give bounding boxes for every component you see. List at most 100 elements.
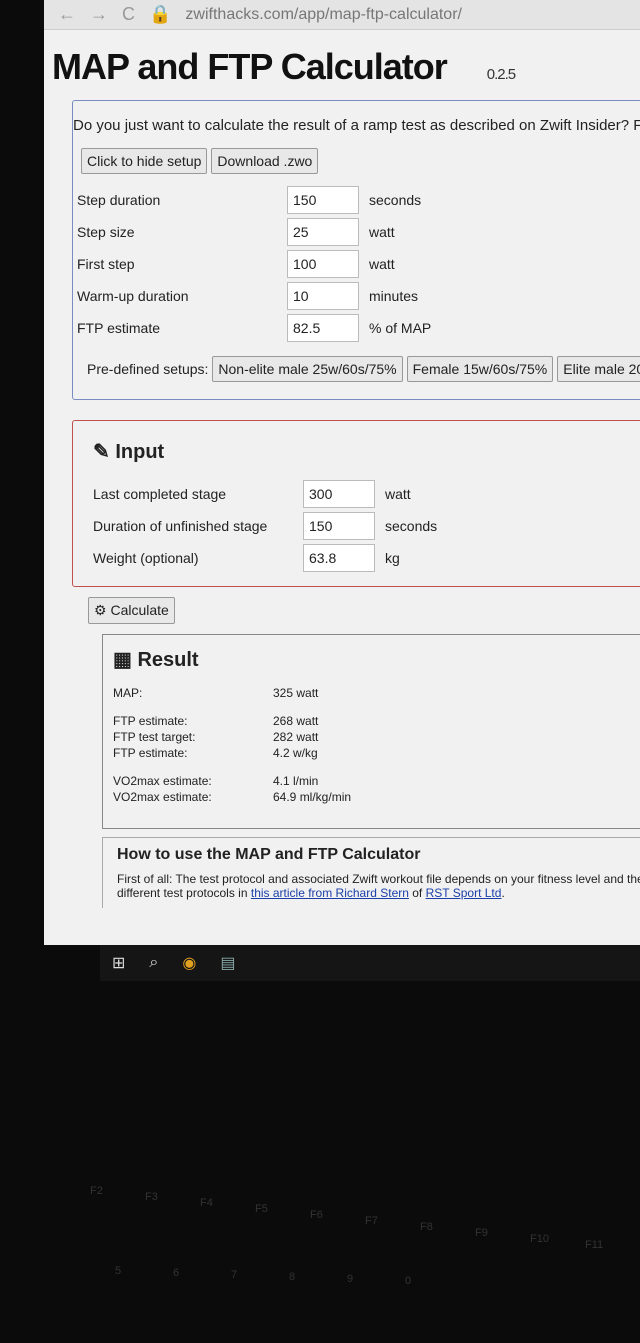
calculator-icon: ▦	[113, 649, 132, 671]
rst-sport-link[interactable]: RST Sport Ltd	[425, 886, 502, 900]
field-label: Step duration	[77, 192, 161, 208]
field-row: Weight (optional) 63.8 kg	[93, 542, 640, 574]
forward-icon[interactable]: →	[90, 4, 108, 24]
key-label: F7	[365, 1215, 378, 1227]
key-label: F3	[145, 1191, 158, 1203]
key-label: 5	[115, 1265, 122, 1277]
field-input[interactable]: 10	[287, 282, 359, 310]
result-value: 282 watt	[273, 730, 319, 744]
field-unit: seconds	[369, 192, 422, 208]
chrome-icon[interactable]: ◉	[182, 955, 197, 972]
field-row: FTP estimate 82.5 % of MAP	[77, 312, 640, 344]
field-row: Warm-up duration 10 minutes	[77, 280, 640, 312]
field-unit: watt	[369, 224, 395, 240]
key-label: F8	[420, 1221, 433, 1233]
input-title: Input	[115, 441, 165, 463]
field-row: First step 100 watt	[77, 248, 640, 280]
calculate-button[interactable]: ⚙ Calculate	[88, 597, 175, 624]
result-row: FTP test target: 282 watt	[113, 730, 640, 746]
result-value: 325 watt	[273, 686, 319, 700]
result-label: FTP test target:	[113, 730, 196, 744]
input-heading: ✎ Input	[93, 439, 640, 464]
result-value: 4.2 w/kg	[273, 746, 318, 760]
back-icon[interactable]: ←	[58, 4, 76, 24]
key-label: F5	[255, 1203, 268, 1215]
how-text-2: different test protocols in	[117, 886, 251, 900]
result-row: MAP: 325 watt	[113, 686, 640, 702]
key-label: F11	[585, 1239, 604, 1251]
result-label: MAP:	[113, 686, 143, 700]
input-panel: ✎ Input Last completed stage 300 watt Durat…	[72, 420, 640, 587]
key-label: 8	[289, 1271, 296, 1283]
field-input[interactable]: 100	[287, 250, 359, 278]
field-row: Duration of unfinished stage 150 seconds	[93, 510, 640, 542]
app-icon[interactable]: ▤	[220, 955, 236, 972]
how-text-4: .	[501, 886, 505, 900]
key-label: F4	[200, 1197, 213, 1209]
how-to-section: How to use the MAP and FTP Calculator Fi…	[102, 837, 640, 908]
field-unit: % of MAP	[369, 320, 432, 336]
key-label: 9	[347, 1273, 354, 1285]
result-label: FTP estimate:	[113, 714, 188, 728]
field-label: Step size	[77, 224, 135, 240]
field-input[interactable]: 300	[303, 480, 375, 508]
field-input[interactable]: 150	[303, 512, 375, 540]
result-heading: ▦ Result	[113, 647, 640, 672]
taskbar: ⊞ ⌕ ◉ ▤	[100, 945, 640, 981]
field-input[interactable]: 82.5	[287, 314, 359, 342]
preset-non-elite-male[interactable]: Non-elite male 25w/60s/75%	[212, 356, 403, 382]
field-input[interactable]: 63.8	[303, 544, 375, 572]
field-unit: watt	[385, 486, 411, 502]
result-row: FTP estimate: 268 watt	[113, 714, 640, 730]
url-field[interactable]: zwifthacks.com/app/map-ftp-calculator/	[185, 5, 462, 23]
predefined-label: Pre-defined setups:	[87, 361, 209, 377]
how-heading: How to use the MAP and FTP Calculator	[117, 846, 421, 863]
calculate-label: Calculate	[110, 602, 169, 618]
key-label: F10	[530, 1233, 549, 1245]
result-label: FTP estimate:	[113, 746, 188, 760]
title-text: MAP and FTP Calculator	[52, 46, 448, 87]
field-label: Weight (optional)	[93, 550, 199, 566]
field-row: Step duration 150 seconds	[77, 184, 640, 216]
result-label: VO2max estimate:	[113, 790, 212, 804]
field-input[interactable]: 25	[287, 218, 359, 246]
result-row: VO2max estimate: 64.9 ml/kg/min	[113, 790, 640, 806]
preset-elite-male[interactable]: Elite male 20w	[557, 356, 640, 382]
preset-female[interactable]: Female 15w/60s/75%	[406, 356, 554, 382]
field-row: Step size 25 watt	[77, 216, 640, 248]
key-label: F9	[475, 1227, 488, 1239]
field-unit: watt	[369, 256, 395, 272]
page-title: MAP and FTP Calculator 0.2.5	[52, 46, 640, 88]
field-input[interactable]: 150	[287, 186, 359, 214]
gears-icon: ⚙	[94, 602, 107, 618]
field-label: Duration of unfinished stage	[93, 518, 268, 534]
result-value: 4.1 l/min	[273, 774, 319, 788]
download-zwo-button[interactable]: Download .zwo	[211, 148, 319, 174]
richard-stern-link[interactable]: this article from Richard Stern	[250, 886, 409, 900]
how-text: First of all: The test protocol and asso…	[117, 872, 640, 886]
key-label: 7	[231, 1269, 238, 1281]
field-unit: minutes	[369, 288, 419, 304]
hide-setup-button[interactable]: Click to hide setup	[81, 148, 208, 174]
field-unit: seconds	[385, 518, 438, 534]
key-label: 6	[173, 1267, 180, 1279]
result-row: FTP estimate: 4.2 w/kg	[113, 746, 640, 762]
field-label: Last completed stage	[93, 486, 227, 502]
setup-panel: Do you just want to calculate the result…	[72, 100, 640, 400]
key-label: F6	[310, 1209, 323, 1221]
result-label: VO2max estimate:	[113, 774, 212, 788]
result-title: Result	[137, 649, 199, 671]
keyboard: F2 F3 F4 F5 F6 F7 F8 F9 F10 F11 5 6 7 8 9 0	[0, 1150, 640, 1343]
result-row: VO2max estimate: 4.1 l/min	[113, 774, 640, 790]
field-unit: kg	[385, 550, 400, 566]
version: 0.2.5	[486, 66, 516, 83]
search-icon[interactable]: ⌕	[149, 954, 159, 971]
field-label: Warm-up duration	[77, 288, 189, 304]
windows-start-icon[interactable]: ⊞	[112, 955, 126, 972]
key-label: F2	[90, 1185, 103, 1197]
result-value: 64.9 ml/kg/min	[273, 790, 352, 804]
reload-icon[interactable]: C	[122, 4, 135, 24]
pencil-icon: ✎	[93, 441, 110, 463]
lock-icon: 🔒	[149, 4, 172, 24]
field-row: Last completed stage 300 watt	[93, 478, 640, 510]
